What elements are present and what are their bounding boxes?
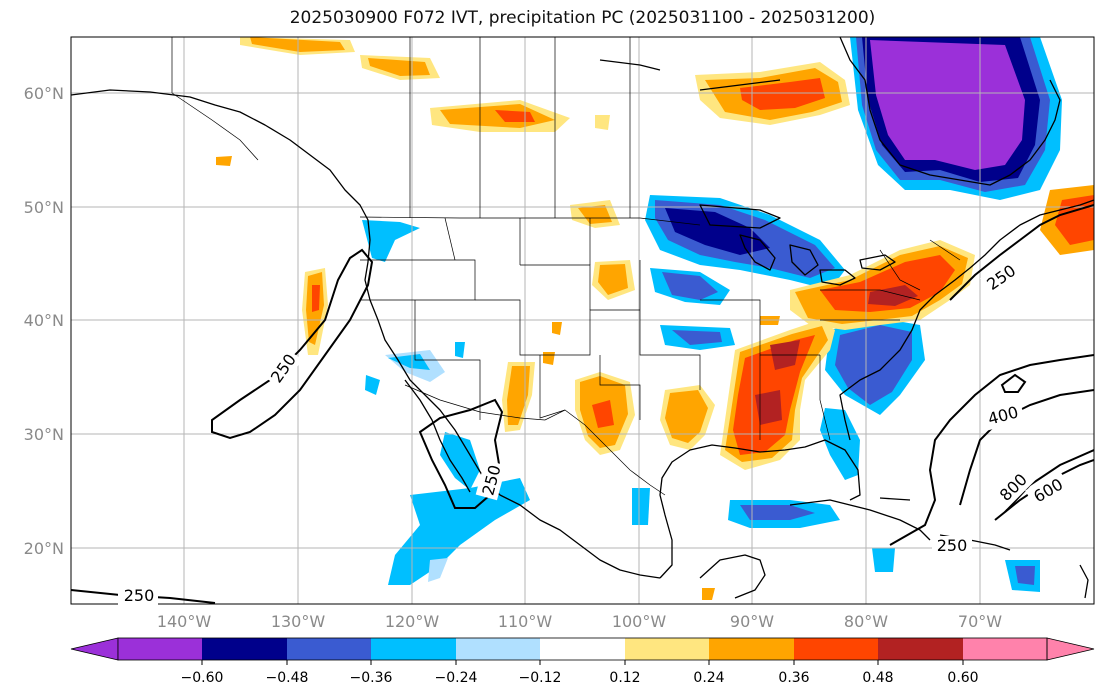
pc-positive-ks-orange bbox=[598, 264, 628, 295]
pc-positive-tx-orange bbox=[665, 390, 708, 443]
lat-label-40: 40°N bbox=[24, 311, 64, 330]
pc-negative-florida bbox=[820, 408, 860, 480]
colorbar-tick-3: −0.36 bbox=[350, 670, 393, 686]
pc-negative-gulf bbox=[632, 488, 650, 525]
pc-positive-or-red bbox=[312, 285, 320, 312]
pc-negative-central bbox=[872, 548, 895, 572]
pc-positive-ok-small bbox=[543, 352, 555, 365]
colorbar-tick-7: 0.24 bbox=[693, 670, 724, 686]
pc-positive-ontario-red bbox=[740, 78, 825, 110]
pc-negative-nm bbox=[365, 375, 380, 395]
pc-positive-nm-small bbox=[552, 322, 562, 335]
lat-label-20: 20°N bbox=[24, 539, 64, 558]
lon-label-90w: 90°W bbox=[730, 612, 774, 631]
colorbar-bin-4 bbox=[371, 638, 456, 660]
pc-positive-mexico-small bbox=[702, 588, 715, 600]
ivt-250-northeast bbox=[949, 204, 1094, 301]
colorbar-bin-8 bbox=[709, 638, 794, 660]
pc-negative-missouri-blue bbox=[672, 330, 722, 345]
colorbar-bin-6 bbox=[540, 638, 625, 660]
pc-positive-ms-darkred2 bbox=[755, 390, 782, 425]
pc-positive-pacific-small bbox=[216, 156, 232, 166]
colorbar-tick-5: −0.12 bbox=[519, 670, 562, 686]
pc-negative-caribbean-blue bbox=[740, 505, 815, 520]
chart-title: 2025030900 F072 IVT, precipitation PC (2… bbox=[289, 8, 876, 28]
ivt-250-atlantic bbox=[889, 354, 1094, 546]
colorbar-bin-7 bbox=[625, 638, 709, 660]
pc-negative-mexico-pacific bbox=[388, 478, 530, 585]
pc-negative-az bbox=[455, 342, 465, 358]
longitude-labels: 140°W 130°W 120°W 110°W 100°W 90°W 80°W … bbox=[157, 612, 1002, 631]
lon-label-70w: 70°W bbox=[958, 612, 1002, 631]
graticule bbox=[71, 37, 1094, 604]
colorbar-bin-11 bbox=[963, 638, 1047, 660]
lon-label-120w: 120°W bbox=[385, 612, 440, 631]
colorbar-high-extend bbox=[1046, 637, 1095, 661]
pc-negative-puerto-blue bbox=[1015, 566, 1035, 585]
colorbar-tick-9: 0.48 bbox=[862, 670, 893, 686]
ivt-250-pacific bbox=[211, 248, 374, 440]
pc-positive-az-nm-orange bbox=[507, 366, 530, 425]
pc-negative-socal-cyan bbox=[388, 354, 430, 370]
lon-label-140w: 140°W bbox=[157, 612, 212, 631]
colorbar: −0.60 −0.48 −0.36 −0.24 −0.12 0.12 0.24 … bbox=[70, 637, 1095, 686]
pc-negative-iowa-blue bbox=[662, 272, 718, 300]
lon-label-110w: 110°W bbox=[498, 612, 553, 631]
colorbar-tick-4: −0.24 bbox=[435, 670, 478, 686]
political-borders bbox=[171, 37, 961, 496]
lat-label-50: 50°N bbox=[24, 198, 64, 217]
lat-label-60: 60°N bbox=[24, 84, 64, 103]
colorbar-low-extend bbox=[70, 637, 119, 661]
colorbar-tick-8: 0.36 bbox=[778, 670, 809, 686]
ivt-label-250-atlantic: 250 bbox=[937, 536, 968, 555]
colorbar-tick-6: 0.12 bbox=[609, 670, 640, 686]
pc-positive-ohio-red bbox=[820, 255, 955, 312]
lon-label-130w: 130°W bbox=[271, 612, 326, 631]
colorbar-tick-10: 0.60 bbox=[947, 670, 978, 686]
pc-negative-washington bbox=[362, 220, 420, 262]
latitude-labels: 60°N 50°N 40°N 30°N 20°N bbox=[24, 84, 64, 558]
ivt-label-250-sw: 250 bbox=[124, 586, 155, 605]
pc-negative-mexico-pacific-light bbox=[428, 558, 448, 582]
lon-label-100w: 100°W bbox=[612, 612, 667, 631]
colorbar-bin-1 bbox=[118, 638, 202, 660]
lat-label-30: 30°N bbox=[24, 425, 64, 444]
colorbar-tick-1: −0.60 bbox=[181, 670, 224, 686]
colorbar-bin-3 bbox=[287, 638, 371, 660]
colorbar-bin-9 bbox=[794, 638, 878, 660]
colorbar-bin-5 bbox=[456, 638, 540, 660]
colorbar-tick-2: −0.48 bbox=[266, 670, 309, 686]
pc-positive-mn-small bbox=[595, 115, 610, 130]
pc-positive-canada-north2-orange bbox=[368, 58, 430, 76]
pc-negative-baja bbox=[440, 432, 480, 490]
pc-positive-wtx-red bbox=[592, 400, 614, 428]
pc-positive-sd-orange bbox=[578, 205, 612, 224]
coastlines bbox=[71, 37, 1094, 599]
colorbar-bin-2 bbox=[202, 638, 287, 660]
colorbar-bin-10 bbox=[878, 638, 963, 660]
lon-label-80w: 80°W bbox=[844, 612, 888, 631]
pc-negative-quebec-purple bbox=[870, 40, 1025, 170]
ivt-bermuda-ring bbox=[1000, 373, 1027, 393]
ivt-800 bbox=[1004, 449, 1094, 513]
map-frame bbox=[70, 36, 1095, 605]
